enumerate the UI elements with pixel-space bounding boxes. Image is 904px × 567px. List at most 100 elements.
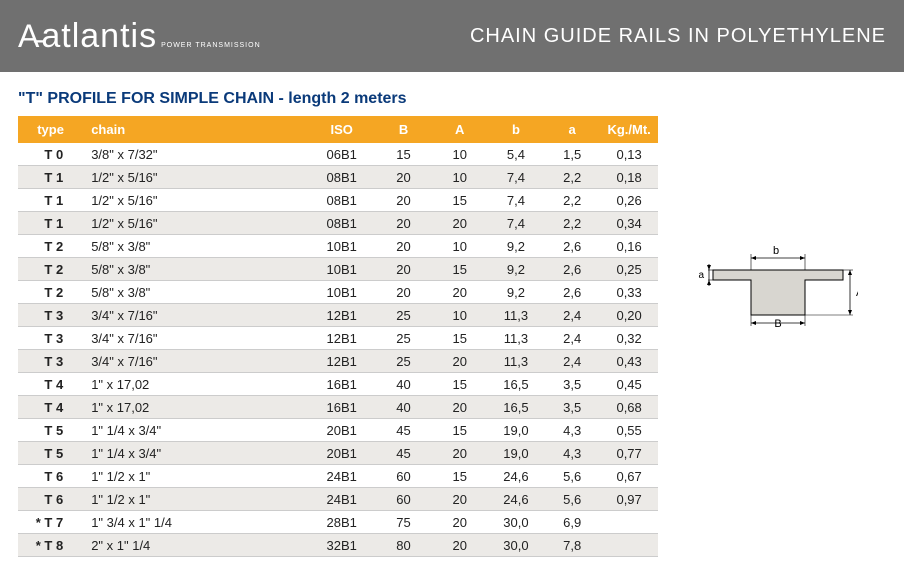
table-cell: 0,34 xyxy=(600,212,658,235)
col-bb: b xyxy=(488,116,544,143)
table-cell: 0,43 xyxy=(600,350,658,373)
table-cell: 2,4 xyxy=(544,327,600,350)
table-row: T 11/2" x 5/16"08B120207,42,20,34 xyxy=(18,212,658,235)
table-cell: 11,3 xyxy=(488,327,544,350)
table-cell: 0,77 xyxy=(600,442,658,465)
table-cell: 1" 3/4 x 1" 1/4 xyxy=(83,511,308,534)
logo-text: atlantis xyxy=(41,17,157,56)
arrow-icon xyxy=(800,256,805,260)
table-cell: 30,0 xyxy=(488,511,544,534)
table-cell: 06B1 xyxy=(308,143,375,166)
table-cell: T 5 xyxy=(18,419,83,442)
table-cell: 75 xyxy=(375,511,431,534)
table-cell: 2,6 xyxy=(544,281,600,304)
table-cell: 1" 1/4 x 3/4" xyxy=(83,419,308,442)
table-cell: 15 xyxy=(432,373,488,396)
table-cell: T 6 xyxy=(18,465,83,488)
table-cell: 45 xyxy=(375,419,431,442)
table-cell: 9,2 xyxy=(488,235,544,258)
section-title: "T" PROFILE FOR SIMPLE CHAIN - length 2 … xyxy=(18,90,668,108)
table-cell: 60 xyxy=(375,465,431,488)
dim-label-a: a xyxy=(698,270,704,281)
table-cell: 20 xyxy=(432,511,488,534)
table-row: T 11/2" x 5/16"08B120107,42,20,18 xyxy=(18,166,658,189)
dim-label-b: b xyxy=(773,245,779,257)
table-cell: 15 xyxy=(432,258,488,281)
table-cell: 0,26 xyxy=(600,189,658,212)
table-cell: 20 xyxy=(432,396,488,419)
col-chain: chain xyxy=(83,116,308,143)
table-cell: 2,4 xyxy=(544,304,600,327)
table-cell: T 4 xyxy=(18,373,83,396)
table-cell: 0,20 xyxy=(600,304,658,327)
table-cell: 08B1 xyxy=(308,166,375,189)
table-cell: 0,67 xyxy=(600,465,658,488)
table-cell: 0,45 xyxy=(600,373,658,396)
table-cell: 20 xyxy=(375,212,431,235)
table-cell: 9,2 xyxy=(488,281,544,304)
table-cell: 11,3 xyxy=(488,304,544,327)
table-cell: 12B1 xyxy=(308,327,375,350)
arrow-icon xyxy=(800,321,805,325)
table-cell: 16B1 xyxy=(308,373,375,396)
table-row: T 25/8" x 3/8"10B120159,22,60,25 xyxy=(18,258,658,281)
table-cell: 20 xyxy=(432,281,488,304)
table-cell: 5,4 xyxy=(488,143,544,166)
table-cell: 5,6 xyxy=(544,465,600,488)
table-row: T 11/2" x 5/16"08B120157,42,20,26 xyxy=(18,189,658,212)
table-cell: 10 xyxy=(432,304,488,327)
table-row: T 33/4" x 7/16"12B1252011,32,40,43 xyxy=(18,350,658,373)
table-cell: 16,5 xyxy=(488,373,544,396)
table-cell: 10 xyxy=(432,143,488,166)
table-cell: 0,13 xyxy=(600,143,658,166)
table-cell: 10 xyxy=(432,235,488,258)
arrow-icon xyxy=(751,321,756,325)
table-cell: 3,5 xyxy=(544,396,600,419)
table-cell: 20 xyxy=(375,281,431,304)
table-cell: 6,9 xyxy=(544,511,600,534)
table-cell: 15 xyxy=(432,465,488,488)
table-cell: 20 xyxy=(432,350,488,373)
table-row: T 61" 1/2 x 1"24B1601524,65,60,67 xyxy=(18,465,658,488)
table-cell: 5/8" x 3/8" xyxy=(83,258,308,281)
table-cell: 20 xyxy=(432,488,488,511)
table-cell: 15 xyxy=(432,327,488,350)
table-cell: 10B1 xyxy=(308,258,375,281)
table-cell: 3/4" x 7/16" xyxy=(83,327,308,350)
table-cell: 9,2 xyxy=(488,258,544,281)
table-cell: 25 xyxy=(375,327,431,350)
table-cell: 0,32 xyxy=(600,327,658,350)
table-cell: T 4 xyxy=(18,396,83,419)
table-cell: 1/2" x 5/16" xyxy=(83,166,308,189)
table-cell: T 2 xyxy=(18,281,83,304)
col-aa: a xyxy=(544,116,600,143)
table-cell: 32B1 xyxy=(308,534,375,557)
table-cell: 10 xyxy=(432,166,488,189)
main-content: "T" PROFILE FOR SIMPLE CHAIN - length 2 … xyxy=(0,72,904,567)
table-cell: 08B1 xyxy=(308,189,375,212)
table-cell: 3/4" x 7/16" xyxy=(83,304,308,327)
table-cell: T 1 xyxy=(18,166,83,189)
table-cell: 3,5 xyxy=(544,373,600,396)
col-B: B xyxy=(375,116,431,143)
table-cell: 4,3 xyxy=(544,442,600,465)
arrow-icon xyxy=(707,265,711,270)
table-cell: T 2 xyxy=(18,235,83,258)
table-cell: 16,5 xyxy=(488,396,544,419)
table-cell: 20B1 xyxy=(308,419,375,442)
table-cell: 20 xyxy=(432,442,488,465)
table-cell: 24B1 xyxy=(308,488,375,511)
arrow-icon xyxy=(707,280,711,285)
table-cell: 20 xyxy=(375,258,431,281)
table-cell: 15 xyxy=(375,143,431,166)
table-cell: 1/2" x 5/16" xyxy=(83,189,308,212)
table-cell: 2,6 xyxy=(544,258,600,281)
arrow-icon xyxy=(751,256,756,260)
table-cell: 0,33 xyxy=(600,281,658,304)
table-cell: 2,2 xyxy=(544,189,600,212)
table-cell: 11,3 xyxy=(488,350,544,373)
arrow-icon xyxy=(848,310,852,315)
table-cell: 80 xyxy=(375,534,431,557)
table-cell: T 5 xyxy=(18,442,83,465)
diagram-region: b a A B xyxy=(668,90,904,335)
